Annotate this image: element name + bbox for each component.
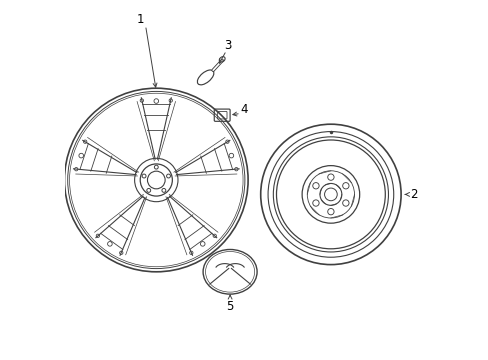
Text: 2: 2: [409, 188, 417, 201]
Text: 3: 3: [224, 39, 231, 51]
Ellipse shape: [219, 57, 224, 62]
Text: 5: 5: [226, 300, 233, 312]
Text: 4: 4: [240, 103, 248, 116]
Text: 1: 1: [136, 13, 143, 26]
